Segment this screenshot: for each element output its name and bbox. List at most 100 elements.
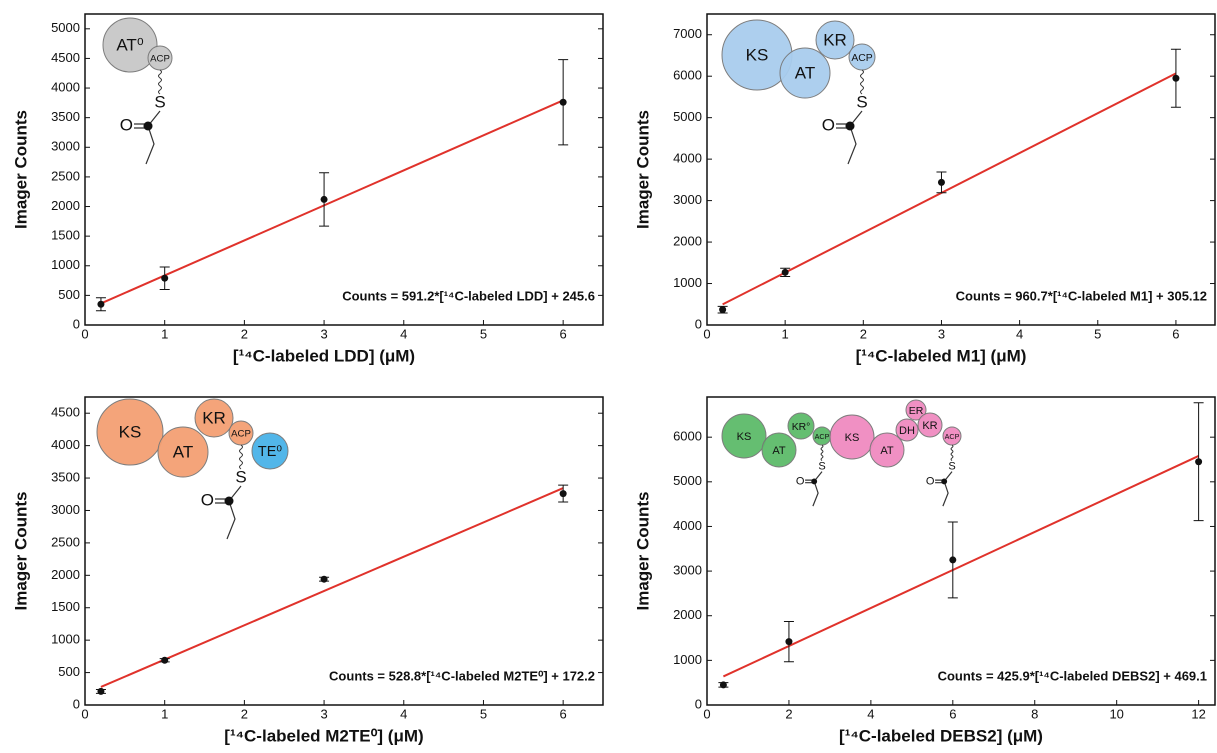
y-axis-title: Imager Counts (11, 110, 30, 229)
carbon (941, 478, 947, 484)
fit-equation: Counts = 960.7*[¹⁴C-labeled M1] + 305.12 (956, 288, 1207, 303)
y-tick-label: 4000 (673, 518, 702, 533)
x-tick-label: 0 (81, 326, 88, 341)
y-tick-label: 4000 (673, 151, 702, 166)
fit-line (723, 73, 1176, 304)
x-axis-title: [¹⁴C-labeled LDD] (μM) (233, 346, 415, 365)
y-tick-label: 3000 (673, 563, 702, 578)
domain-label: ACP (231, 429, 251, 440)
fit-equation: Counts = 528.8*[¹⁴C-labeled M2TE⁰] + 172… (329, 668, 595, 683)
x-tick-label: 3 (938, 326, 945, 341)
x-tick-label: 4 (1016, 326, 1023, 341)
x-tick-label: 1 (161, 326, 168, 341)
chain (848, 111, 862, 164)
x-tick-label: 0 (81, 706, 88, 721)
sulfur: S (948, 460, 955, 472)
data-point (785, 638, 792, 645)
y-tick-label: 500 (58, 287, 80, 302)
carbon (225, 497, 234, 506)
y-tick-label: 4500 (51, 50, 80, 65)
x-tick-label: 5 (480, 706, 487, 721)
data-point (321, 576, 328, 583)
data-point (97, 688, 104, 695)
domain-label: KR (922, 420, 937, 432)
y-tick-label: 1000 (51, 632, 80, 647)
domain-label: KS (746, 45, 769, 64)
y-tick-label: 5000 (51, 20, 80, 35)
data-point (161, 657, 168, 664)
x-tick-label: 5 (480, 326, 487, 341)
domain-label: KR (823, 30, 847, 49)
tether (159, 70, 162, 94)
y-tick-label: 0 (73, 316, 80, 331)
y-tick-label: 4000 (51, 437, 80, 452)
y-axis-title: Imager Counts (633, 491, 652, 610)
domain-label: KR (202, 408, 226, 427)
data-point (719, 306, 726, 313)
fit-line (723, 456, 1198, 677)
y-axis-title: Imager Counts (633, 110, 652, 229)
carbon (846, 122, 855, 131)
y-tick-label: 1000 (673, 652, 702, 667)
domain-label: KR° (792, 422, 811, 433)
y-tick-label: 3000 (673, 192, 702, 207)
data-point (1172, 75, 1179, 82)
domain-label: ACP (945, 432, 960, 441)
data-point (938, 179, 945, 186)
y-tick-label: 5000 (673, 109, 702, 124)
y-tick-label: 500 (58, 664, 80, 679)
y-tick-label: 4000 (51, 79, 80, 94)
x-tick-label: 0 (703, 326, 710, 341)
y-tick-label: 4500 (51, 405, 80, 420)
oxygen: O (926, 475, 935, 487)
y-tick-label: 7000 (673, 26, 702, 41)
oxygen: O (822, 115, 835, 134)
fit-line (101, 100, 563, 303)
chain (227, 486, 241, 539)
y-tick-label: 2000 (673, 607, 702, 622)
x-axis-title: [¹⁴C-labeled M2TE⁰] (μM) (224, 726, 423, 745)
y-tick-label: 0 (695, 316, 702, 331)
domain-label: AT (173, 442, 193, 461)
x-axis-title: [¹⁴C-labeled M1] (μM) (856, 346, 1027, 365)
sulfur: S (818, 460, 825, 472)
y-tick-label: 2500 (51, 168, 80, 183)
sulfur: S (154, 92, 165, 111)
domain-label: ACP (851, 53, 872, 64)
x-tick-label: 6 (560, 326, 567, 341)
domain-label: AT⁰ (116, 35, 143, 54)
data-point (321, 196, 328, 203)
y-tick-label: 1000 (51, 257, 80, 272)
oxygen: O (201, 490, 214, 509)
carbon (144, 122, 153, 131)
x-tick-label: 4 (400, 326, 407, 341)
domain-label: AT (772, 445, 786, 457)
y-axis-title: Imager Counts (11, 491, 30, 610)
oxygen: O (796, 475, 805, 487)
chain (813, 472, 822, 506)
data-point (949, 556, 956, 563)
fit-equation: Counts = 591.2*[¹⁴C-labeled LDD] + 245.6 (342, 288, 595, 303)
data-point (560, 99, 567, 106)
x-tick-label: 4 (400, 706, 407, 721)
tether (861, 70, 864, 94)
y-tick-label: 0 (73, 696, 80, 711)
domain-label: ACP (815, 432, 830, 441)
data-point (720, 681, 727, 688)
data-point (1195, 458, 1202, 465)
y-tick-label: 2000 (673, 234, 702, 249)
x-tick-label: 5 (1094, 326, 1101, 341)
domain-label: ER (909, 405, 924, 417)
panel: 0500100015002000250030003500400045005000… (11, 14, 603, 365)
domain-label: ACP (150, 54, 170, 65)
data-point (782, 269, 789, 276)
x-tick-label: 2 (785, 706, 792, 721)
y-tick-label: 5000 (673, 473, 702, 488)
y-tick-label: 6000 (673, 68, 702, 83)
x-tick-label: 10 (1109, 706, 1123, 721)
sulfur: S (856, 92, 867, 111)
x-tick-label: 2 (241, 326, 248, 341)
tether (240, 445, 243, 469)
sulfur: S (235, 467, 246, 486)
